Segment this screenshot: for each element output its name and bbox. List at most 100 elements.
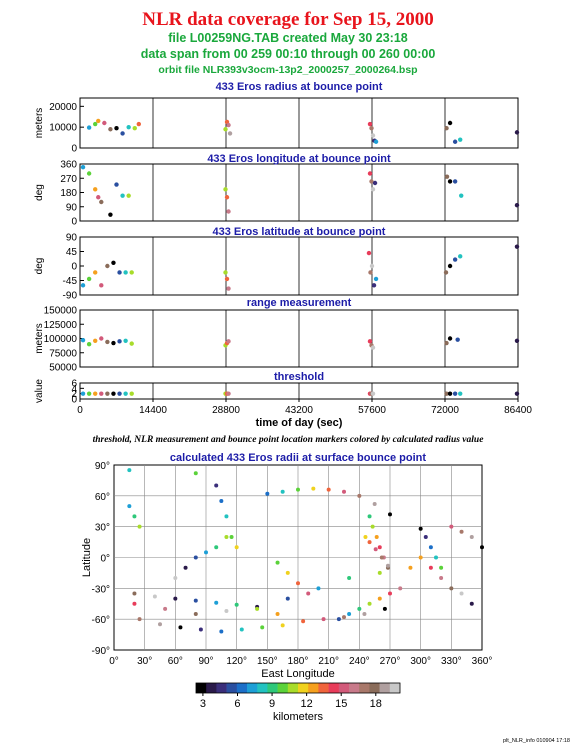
- figure-caption: threshold, NLR measurement and bounce po…: [92, 435, 484, 445]
- track-point: [388, 512, 392, 517]
- colorbar-swatch: [369, 683, 380, 693]
- data-point: [108, 127, 113, 132]
- y-tick-label: 20000: [49, 102, 77, 113]
- colorbar-swatch: [298, 683, 309, 693]
- data-point: [369, 263, 375, 269]
- track-point: [275, 560, 280, 565]
- data-point: [226, 286, 231, 291]
- track-point: [377, 545, 382, 550]
- y-tick-label: 270: [60, 174, 77, 185]
- data-point: [223, 187, 228, 192]
- panel-title: threshold: [274, 371, 324, 383]
- track-point: [362, 612, 367, 617]
- track-point: [127, 504, 132, 509]
- track-point: [357, 493, 362, 498]
- y-tick-label: 45: [66, 247, 78, 258]
- map-x-tick-label: 330°: [441, 656, 462, 667]
- track-point: [260, 625, 265, 630]
- data-point: [93, 391, 98, 396]
- data-point: [96, 195, 101, 200]
- track-point: [152, 594, 157, 599]
- track-point: [158, 622, 162, 627]
- y-tick-label: -45: [63, 276, 78, 287]
- track-point: [132, 601, 137, 606]
- data-point: [129, 270, 134, 275]
- data-point: [223, 127, 228, 132]
- data-point: [86, 342, 92, 347]
- track-point: [434, 555, 438, 560]
- colorbar-tick-label: 3: [200, 698, 206, 710]
- y-tick-label: 180: [60, 188, 77, 199]
- data-point: [93, 338, 98, 343]
- map-y-tick-label: 60°: [95, 492, 110, 503]
- colorbar-swatch: [277, 683, 289, 693]
- track-point: [229, 534, 234, 539]
- track-point: [285, 570, 290, 575]
- x-tick-label: 43200: [285, 405, 313, 416]
- map-y-tick-label: 0°: [100, 554, 110, 565]
- colorbar-swatch: [216, 683, 227, 693]
- y-tick-label: 90: [66, 202, 78, 213]
- colorbar-tick-label: 12: [301, 698, 313, 710]
- track-point: [204, 550, 208, 555]
- track-point: [357, 606, 362, 611]
- colorbar-swatch: [328, 683, 340, 693]
- data-point: [129, 341, 134, 346]
- y-tick-label: 6: [71, 379, 77, 390]
- track-point: [459, 591, 464, 596]
- track-point: [374, 534, 379, 539]
- data-point: [99, 283, 104, 288]
- track-point: [198, 627, 203, 632]
- data-point: [447, 263, 453, 269]
- track-point: [265, 491, 270, 496]
- y-tick-label: 125000: [44, 320, 78, 331]
- data-point: [366, 250, 372, 256]
- track-point: [373, 547, 378, 552]
- map-x-tick-label: 300°: [410, 656, 431, 667]
- track-point: [367, 514, 372, 519]
- map-y-tick-label: -60°: [92, 615, 110, 626]
- data-point: [86, 125, 92, 130]
- panel-title: 433 Eros radius at bounce point: [216, 81, 383, 93]
- track-point: [347, 612, 352, 617]
- data-point: [117, 391, 122, 396]
- map-x-tick-label: 60°: [168, 656, 183, 667]
- track-point: [296, 581, 300, 586]
- data-point: [114, 182, 119, 187]
- data-point: [224, 195, 230, 200]
- map-y-tick-label: -30°: [92, 584, 110, 595]
- map-x-tick-label: 90°: [198, 656, 213, 667]
- data-point: [108, 212, 113, 217]
- track-point: [132, 514, 137, 519]
- data-point: [93, 187, 98, 192]
- data-point: [96, 118, 101, 124]
- map-x-tick-label: 180°: [288, 656, 309, 667]
- colorbar-swatch: [196, 683, 207, 693]
- colorbar-swatch: [247, 683, 258, 693]
- track-point: [224, 514, 229, 519]
- colorbar-swatch: [236, 683, 248, 693]
- data-point: [444, 340, 449, 346]
- data-point: [514, 338, 520, 343]
- data-point: [447, 336, 453, 341]
- track-point: [408, 565, 413, 570]
- colorbar-swatch: [359, 683, 370, 693]
- colorbar-swatch: [379, 683, 391, 693]
- track-point: [469, 601, 474, 606]
- track-point: [316, 586, 321, 591]
- y-tick-label: 50000: [49, 363, 77, 374]
- track-point: [347, 576, 352, 581]
- y-tick-label: 0: [71, 262, 77, 273]
- track-point: [311, 486, 316, 491]
- data-point: [452, 391, 458, 396]
- data-point: [99, 336, 104, 341]
- data-point: [117, 270, 122, 275]
- track-point: [428, 545, 433, 550]
- colorbar-tick-label: 6: [234, 698, 240, 710]
- track-point: [377, 596, 382, 601]
- data-point: [367, 121, 373, 127]
- colorbar-swatch: [308, 683, 319, 693]
- track-point: [377, 570, 382, 575]
- data-point: [370, 187, 376, 192]
